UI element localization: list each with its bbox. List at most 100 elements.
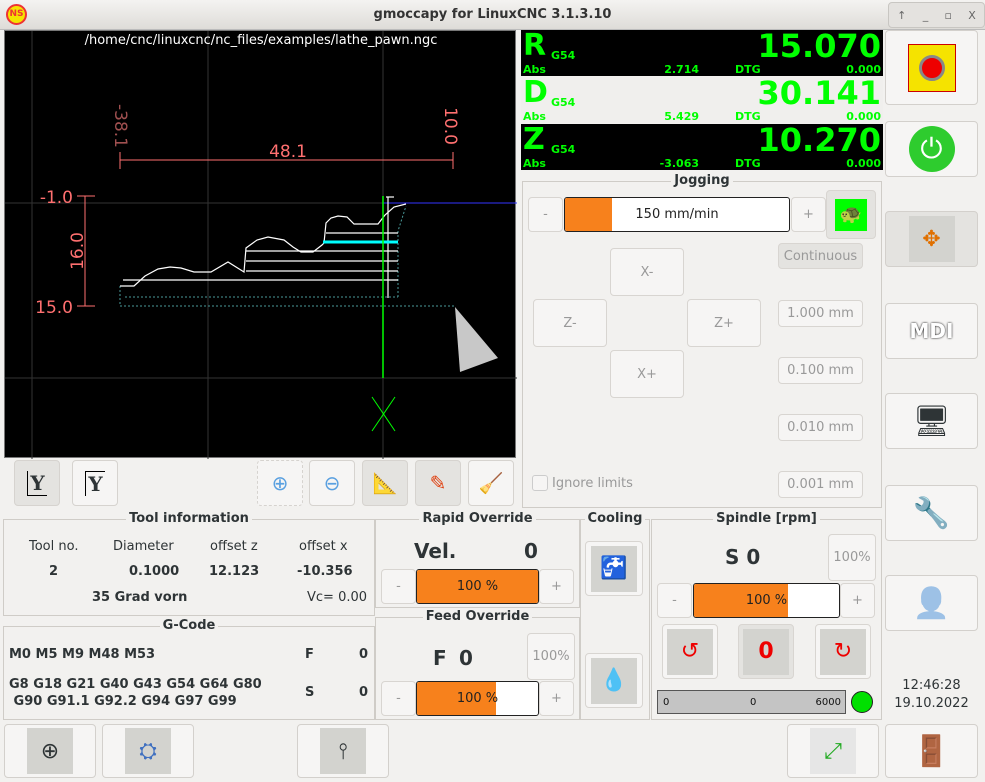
clock-date: 19.10.2022 (894, 696, 969, 711)
spindle-stop-button[interactable]: 0 (738, 624, 794, 679)
spindle-cw-icon: ↻ (820, 628, 866, 675)
increment-continuous[interactable]: Continuous (778, 243, 863, 269)
cooling-title: Cooling (584, 511, 646, 526)
ignore-limits-checkbox[interactable] (532, 475, 548, 491)
spindle-cw-button[interactable]: ↻ (815, 624, 871, 679)
feed-increase[interactable]: + (539, 681, 574, 716)
rapid-path (119, 286, 454, 307)
rapid-override-panel: Rapid Override (375, 511, 580, 608)
offset-x-header: offset x (299, 539, 348, 554)
measure-dimensions-icon: 📐 (372, 471, 398, 495)
tool-no-value: 2 (49, 564, 59, 579)
spindle-decrease[interactable]: - (657, 583, 692, 618)
abs-value: 2.714 (664, 63, 699, 76)
rapid-override-slider[interactable]: 100 % (416, 569, 539, 604)
exit-button[interactable]: 🚪 (885, 724, 978, 778)
increment-0-001mm[interactable]: 0.001 mm (778, 471, 863, 498)
settings-tools-icon: 🔧 (912, 495, 951, 531)
feed-reset-button[interactable]: 100% (527, 633, 575, 680)
mdi-mode-button[interactable]: MDI (885, 303, 978, 359)
dimension-min-label: -38.1 (110, 104, 130, 148)
rapid-path (397, 205, 407, 297)
jogging-title: Jogging (671, 173, 733, 188)
window-title: gmoccapy for LinuxCNC 3.1.3.10 (373, 7, 612, 22)
touch-off-button[interactable]: ⊕ (4, 724, 96, 778)
tool-no-header: Tool no. (29, 539, 79, 554)
dro-row-z[interactable]: Z G54 10.270 Abs -3.063 DTG 0.000 (521, 121, 883, 170)
axis-value: 30.141 (757, 74, 881, 112)
abs-label: Abs (523, 157, 546, 170)
axis-value: 10.270 (757, 121, 881, 159)
spindle-override-value: 100 % (745, 593, 788, 608)
dro-row-d[interactable]: D G54 30.141 Abs 5.429 DTG 0.000 (521, 74, 883, 123)
zoom-out-button[interactable]: ⊖ (309, 460, 355, 506)
spindle-ccw-button[interactable]: ↺ (662, 624, 718, 679)
minimize-button[interactable]: _ (922, 8, 929, 22)
view-y-button[interactable]: Y (14, 460, 60, 506)
increment-0-1mm[interactable]: 0.100 mm (778, 357, 863, 384)
edit-button[interactable]: ✎ (415, 460, 461, 506)
flood-button[interactable]: 🚰 (585, 541, 643, 596)
rapid-increase[interactable]: + (539, 569, 574, 604)
zoom-out-icon: ⊖ (323, 471, 341, 495)
fullscreen-button[interactable]: ⤢ (787, 724, 879, 778)
clear-plot-button[interactable]: 🧹 (468, 460, 514, 506)
zoom-in-icon: ⊕ (271, 471, 289, 495)
jogging-panel: Jogging (522, 173, 882, 508)
abs-label: Abs (523, 110, 546, 123)
cooling-panel: Cooling (580, 511, 650, 720)
dimension-yspan-label: 16.0 (68, 232, 88, 270)
speed-label: S (305, 685, 315, 700)
jog-x-minus[interactable]: X- (610, 248, 684, 296)
view-back-y-button[interactable]: Y (72, 460, 118, 506)
jog-z-minus[interactable]: Z- (533, 299, 607, 347)
axis-letter: R (523, 28, 547, 63)
feed-f-label: F (433, 646, 447, 670)
feed-override-slider[interactable]: 100 % (416, 681, 539, 716)
machine-power-button[interactable]: ⏻ (885, 121, 978, 177)
mist-button[interactable]: 💧 (585, 653, 643, 708)
show-dimensions-button[interactable]: 📐 (362, 460, 408, 506)
jog-x-plus[interactable]: X+ (610, 350, 684, 398)
toolpath-preview[interactable]: 48.1 -38.1 10.0 -1.0 15.0 16.0 /home/c (4, 30, 517, 459)
feed-f-value: 0 (459, 646, 473, 670)
emergency-stop-button[interactable] (885, 30, 978, 105)
jog-z-plus[interactable]: Z+ (687, 299, 761, 347)
offset-z-value: 12.123 (209, 564, 260, 579)
active-gcodes-2: G90 G91.1 G92.2 G94 G97 G99 (9, 694, 237, 709)
jog-speed-slider[interactable]: 150 mm/min (564, 197, 790, 232)
tool-setter-button[interactable]: ⛭ (102, 724, 194, 778)
auto-mode-icon: 🖥 (912, 403, 951, 439)
increment-1mm[interactable]: 1.000 mm (778, 300, 863, 327)
close-button[interactable]: X (968, 8, 976, 22)
turtle-icon: 🐢 (835, 198, 867, 231)
turtle-button[interactable]: 🐢 (826, 190, 876, 239)
user-tabs-button[interactable]: 👤 (885, 575, 978, 631)
dimension-ybottom-label: 15.0 (35, 298, 73, 318)
spindle-increase[interactable]: + (840, 583, 875, 618)
rapid-vel-value: 0 (524, 539, 538, 563)
manual-mode-button[interactable]: ✥ (885, 211, 978, 267)
toolpath-canvas[interactable]: 48.1 -38.1 10.0 -1.0 15.0 16.0 (5, 31, 517, 459)
maximize-button[interactable]: ▫ (944, 8, 952, 22)
feed-decrease[interactable]: - (381, 681, 416, 716)
dro-row-r[interactable]: R G54 15.070 Abs 2.714 DTG 0.000 (521, 27, 883, 76)
tool-information-panel: Tool information (3, 511, 375, 616)
settings-button[interactable]: 🔧 (885, 485, 978, 541)
rapid-decrease[interactable]: - (381, 569, 416, 604)
spindle-reset-button[interactable]: 100% (828, 534, 876, 581)
tool-change-button[interactable]: ⫯ (297, 724, 389, 778)
gcode-title: G-Code (159, 618, 219, 633)
zoom-in-button[interactable]: ⊕ (257, 460, 303, 506)
dimension-max-label: 10.0 (440, 107, 460, 145)
offset-x-value: -10.356 (297, 564, 353, 579)
tool-information-title: Tool information (126, 511, 252, 526)
jog-speed-decrease[interactable]: - (528, 197, 563, 232)
increment-0-01mm[interactable]: 0.010 mm (778, 414, 863, 441)
mdi-icon: MDI (909, 319, 954, 343)
spindle-override-slider[interactable]: 100 % (693, 583, 840, 618)
feed-override-panel: Feed Override (375, 609, 580, 720)
shade-button[interactable]: ↑ (897, 8, 907, 22)
auto-mode-button[interactable]: 🖥 (885, 393, 978, 449)
jog-speed-increase[interactable]: + (791, 197, 826, 232)
